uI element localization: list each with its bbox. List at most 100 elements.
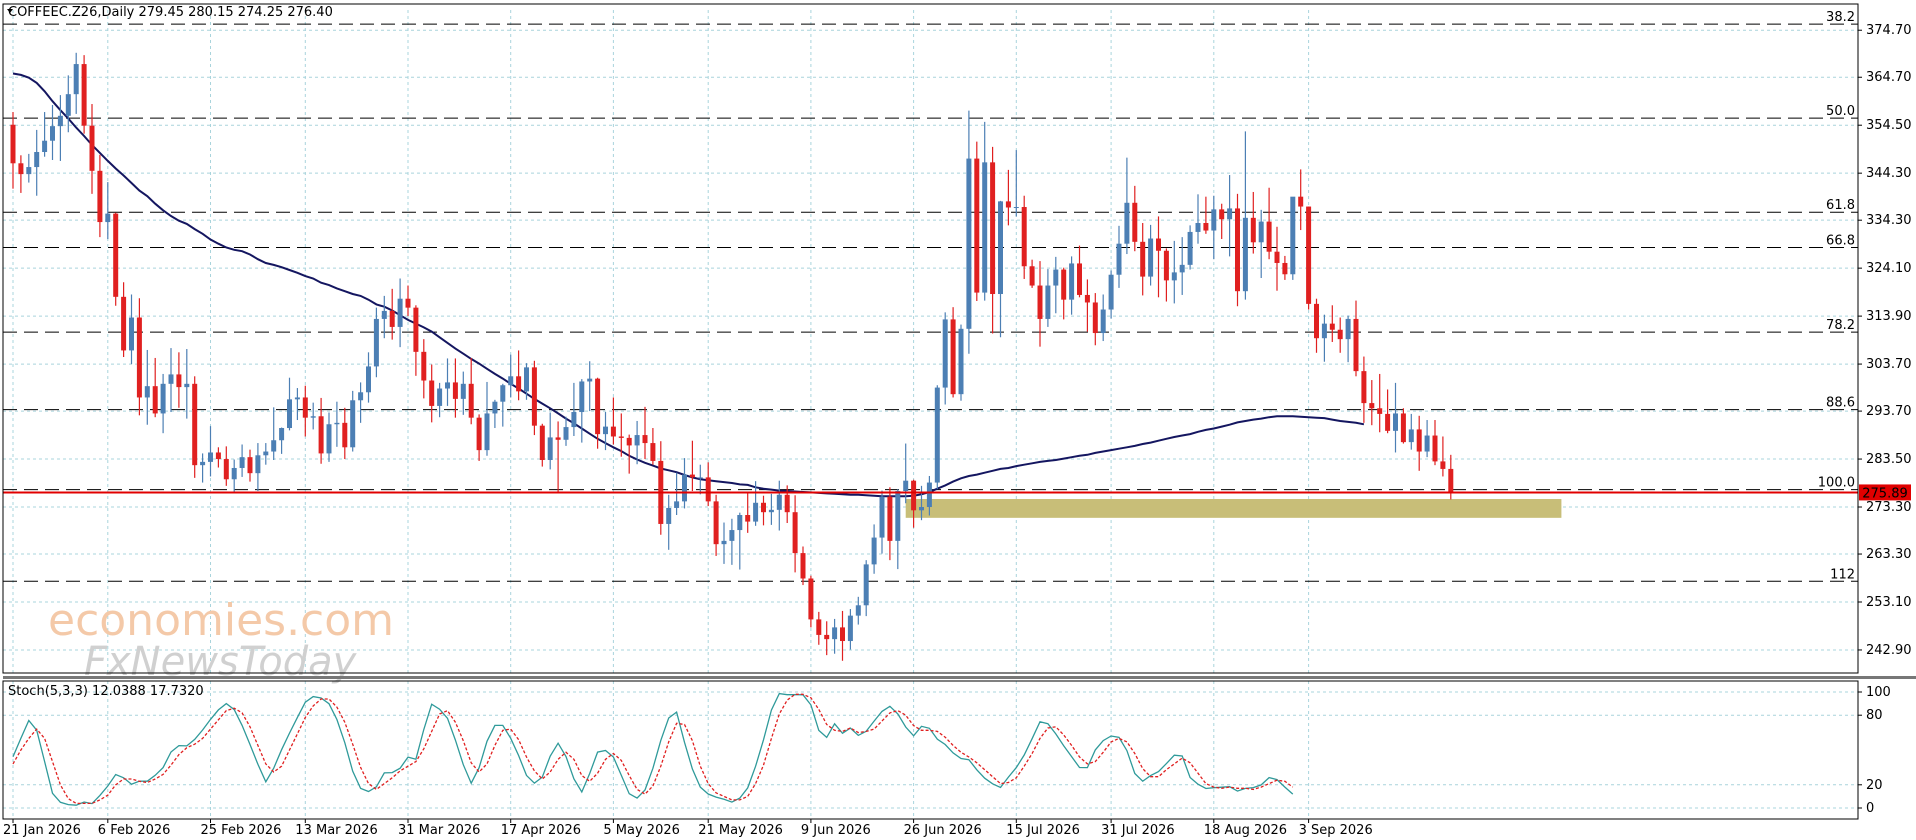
candle-body: [176, 374, 182, 388]
candle-body: [1377, 408, 1383, 414]
candle-body: [18, 163, 24, 175]
candle-body: [1416, 429, 1422, 452]
candle-body: [982, 162, 988, 293]
candle-body: [389, 310, 395, 327]
collapse-triangle-icon[interactable]: [7, 9, 13, 13]
candle-body: [500, 385, 506, 402]
time-tick-label: 9 Jun 2026: [801, 823, 871, 838]
candle-body: [808, 578, 814, 620]
candle-body: [1013, 207, 1019, 209]
price-tick-label: 344.30: [1866, 166, 1912, 181]
stoch-tick-label: 100: [1866, 685, 1891, 700]
candle-body: [97, 170, 103, 223]
time-tick-label: 21 Jan 2026: [3, 823, 81, 838]
candle-body: [397, 298, 403, 327]
candle-body: [452, 382, 458, 399]
candle-body: [34, 152, 40, 168]
price-tick-label: 303.70: [1866, 357, 1912, 372]
candle-body: [1400, 413, 1406, 443]
candle-body: [610, 426, 616, 437]
stoch-header: Stoch(5,3,3) 12.0388 17.7320: [8, 684, 204, 699]
candle-body: [231, 467, 237, 480]
candle-body: [405, 298, 411, 308]
time-tick-label: 5 May 2026: [603, 823, 680, 838]
stoch-pane-border: [2, 680, 1859, 820]
candle-body: [200, 461, 206, 466]
fib-level-label: 78.2: [1826, 318, 1855, 333]
candle-body: [1124, 202, 1130, 244]
candle-body: [824, 634, 830, 640]
candle-body: [160, 383, 166, 414]
candle-body: [634, 435, 640, 446]
candle-body: [476, 417, 482, 451]
candle-body: [129, 317, 134, 351]
candle-body: [302, 397, 308, 418]
candle-body: [1148, 238, 1154, 277]
time-tick-label: 31 Jul 2026: [1101, 823, 1175, 838]
candle-body: [1061, 269, 1067, 300]
price-tick-label: 313.90: [1866, 309, 1912, 324]
candle-body: [136, 317, 142, 398]
candle-body: [239, 457, 245, 468]
candle-body: [413, 307, 419, 352]
candle-body: [958, 328, 964, 395]
candle-body: [366, 366, 371, 393]
candle-body: [666, 507, 672, 524]
candle-body: [1250, 217, 1256, 243]
candle-body: [215, 452, 221, 460]
candle-body: [926, 482, 932, 508]
candle-body: [1108, 274, 1114, 310]
candle-body: [1448, 468, 1454, 493]
candle-body: [934, 387, 940, 483]
support-zone-rect: [905, 499, 1562, 518]
candle-body: [484, 413, 490, 451]
candle-body: [326, 424, 332, 454]
candle-body: [990, 162, 996, 295]
candle-body: [373, 318, 379, 367]
candle-body: [1037, 285, 1043, 319]
candle-body: [563, 427, 569, 440]
pane-separator: [3, 676, 1916, 679]
watermark-economies: economies.com: [48, 595, 394, 646]
fib-level-label: 38.2: [1826, 10, 1855, 25]
moving-average-line: [12, 72, 1365, 498]
candle-body: [1337, 329, 1343, 340]
price-tick-label: 334.30: [1866, 213, 1912, 228]
candle-body: [1227, 208, 1233, 220]
fibonacci-levels: 38.2 50.0 61.8 66.8 78.2 88.6 100.0 112: [3, 10, 1858, 582]
candle-body: [263, 451, 269, 456]
candle-body: [381, 310, 387, 319]
candle-body: [911, 480, 917, 511]
candle-body: [847, 615, 853, 642]
stoch-d-line: [12, 693, 1294, 805]
candle-body: [516, 376, 522, 392]
candle-body: [784, 494, 790, 513]
candle-body: [1140, 241, 1146, 277]
candle-body: [524, 367, 529, 392]
candle-body: [468, 383, 474, 418]
candle-body: [26, 167, 32, 175]
current-price-tag: [1859, 484, 1911, 501]
candle-body: [729, 530, 735, 541]
candle-body: [1053, 269, 1059, 286]
candle-body: [879, 496, 885, 538]
candle-body: [1219, 209, 1225, 220]
candle-body: [223, 459, 229, 480]
candle-body: [421, 351, 427, 381]
pane-frames: [2, 3, 1916, 820]
candle-body: [871, 537, 877, 565]
candle-body: [1393, 413, 1398, 431]
candle-body: [1306, 206, 1312, 304]
candle-body: [539, 425, 545, 460]
candle-body: [887, 496, 893, 541]
candle-body: [287, 399, 292, 429]
candle-body: [342, 422, 348, 448]
candle-body: [745, 515, 751, 522]
candle-body: [761, 502, 766, 513]
candle-body: [73, 64, 79, 95]
main-pane-border: [2, 3, 1859, 674]
candle-body: [429, 380, 435, 406]
candle-body: [1369, 403, 1375, 409]
candle-body: [531, 367, 537, 426]
